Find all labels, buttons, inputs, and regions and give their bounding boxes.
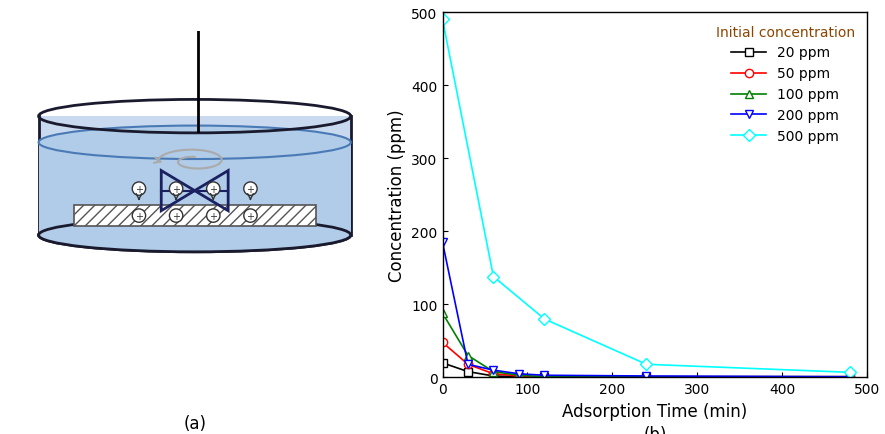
Text: +: +	[246, 184, 255, 194]
200 ppm	[463, 362, 473, 367]
500 ppm	[845, 370, 856, 375]
20 ppm	[539, 375, 550, 380]
Circle shape	[206, 183, 220, 196]
20 ppm	[489, 374, 499, 379]
50 ppm	[539, 374, 550, 379]
500 ppm	[437, 18, 448, 23]
100 ppm	[845, 374, 856, 379]
50 ppm	[489, 372, 499, 377]
20 ppm	[845, 375, 856, 380]
Text: +: +	[209, 184, 218, 194]
Circle shape	[169, 209, 183, 223]
Circle shape	[243, 183, 258, 196]
100 ppm	[513, 373, 524, 378]
Circle shape	[132, 209, 146, 223]
200 ppm	[845, 374, 856, 379]
Circle shape	[132, 183, 146, 196]
100 ppm	[539, 374, 550, 379]
Line: 50 ppm: 50 ppm	[438, 339, 855, 381]
Text: (b): (b)	[643, 425, 666, 434]
20 ppm	[641, 375, 651, 380]
Circle shape	[206, 209, 220, 223]
Y-axis label: Concentration (ppm): Concentration (ppm)	[388, 109, 405, 281]
50 ppm	[641, 374, 651, 379]
200 ppm	[437, 240, 448, 245]
50 ppm	[463, 362, 473, 367]
200 ppm	[513, 372, 524, 377]
Ellipse shape	[39, 219, 350, 252]
50 ppm	[437, 340, 448, 345]
Text: +: +	[246, 211, 255, 221]
50 ppm	[513, 374, 524, 379]
200 ppm	[489, 368, 499, 373]
200 ppm	[539, 373, 550, 378]
Line: 100 ppm: 100 ppm	[438, 309, 855, 381]
Ellipse shape	[39, 126, 350, 160]
Line: 500 ppm: 500 ppm	[438, 16, 855, 377]
100 ppm	[641, 374, 651, 379]
200 ppm	[641, 374, 651, 379]
Legend: 20 ppm, 50 ppm, 100 ppm, 200 ppm, 500 ppm: 20 ppm, 50 ppm, 100 ppm, 200 ppm, 500 pp…	[710, 20, 860, 149]
Polygon shape	[39, 143, 350, 236]
Line: 20 ppm: 20 ppm	[438, 359, 855, 381]
Text: +: +	[172, 184, 181, 194]
Line: 200 ppm: 200 ppm	[438, 239, 855, 381]
100 ppm	[437, 311, 448, 316]
Text: +: +	[135, 211, 143, 221]
500 ppm	[489, 274, 499, 279]
Polygon shape	[39, 117, 350, 236]
Text: +: +	[172, 211, 181, 221]
20 ppm	[463, 369, 473, 375]
Bar	[73, 206, 316, 226]
500 ppm	[539, 317, 550, 322]
Circle shape	[243, 209, 258, 223]
20 ppm	[437, 360, 448, 365]
Ellipse shape	[39, 219, 350, 252]
Text: (a): (a)	[183, 414, 206, 431]
Circle shape	[169, 183, 183, 196]
100 ppm	[463, 353, 473, 358]
50 ppm	[845, 374, 856, 379]
500 ppm	[641, 362, 651, 367]
Text: +: +	[135, 184, 143, 194]
20 ppm	[513, 374, 524, 379]
100 ppm	[489, 369, 499, 375]
Text: +: +	[209, 211, 218, 221]
X-axis label: Adsorption Time (min): Adsorption Time (min)	[562, 402, 748, 420]
